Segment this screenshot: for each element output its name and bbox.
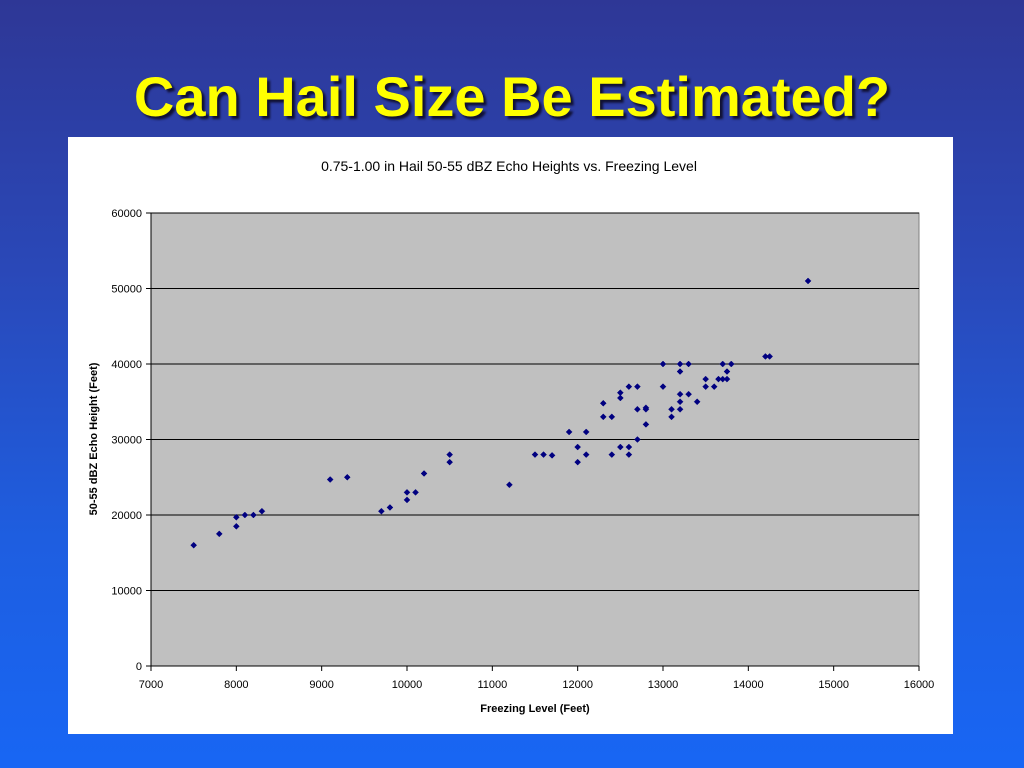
data-point bbox=[676, 368, 684, 375]
y-tick-label: 40000 bbox=[111, 359, 142, 371]
x-tick-label: 11000 bbox=[477, 679, 507, 691]
data-point bbox=[634, 436, 641, 443]
data-point bbox=[215, 530, 223, 538]
data-point bbox=[420, 470, 428, 477]
data-point bbox=[616, 394, 624, 402]
data-point bbox=[326, 476, 334, 483]
data-point bbox=[565, 428, 573, 436]
data-point bbox=[676, 360, 684, 368]
data-point bbox=[582, 428, 590, 436]
x-tick-label: 16000 bbox=[904, 679, 935, 691]
data-point bbox=[403, 496, 411, 504]
y-tick-label: 10000 bbox=[111, 586, 142, 598]
data-point bbox=[412, 488, 419, 496]
data-point bbox=[531, 451, 539, 458]
data-point bbox=[574, 443, 582, 451]
data-point bbox=[599, 413, 607, 421]
data-point bbox=[693, 398, 701, 406]
y-tick-label: 50000 bbox=[111, 284, 142, 296]
data-point bbox=[659, 383, 667, 391]
y-tick-label: 60000 bbox=[111, 208, 142, 220]
data-point bbox=[386, 504, 394, 511]
data-point bbox=[250, 511, 257, 519]
data-point bbox=[616, 389, 624, 397]
data-point bbox=[190, 541, 198, 549]
data-point bbox=[582, 451, 590, 458]
data-point bbox=[676, 390, 684, 398]
data-point bbox=[574, 458, 582, 466]
data-point bbox=[258, 507, 266, 515]
data-point bbox=[723, 368, 731, 375]
data-point bbox=[766, 353, 774, 360]
data-point bbox=[446, 451, 454, 458]
x-axis-label: Freezing Level (Feet) bbox=[480, 703, 590, 715]
data-point bbox=[232, 513, 240, 521]
data-point bbox=[403, 488, 411, 496]
y-tick-label: 20000 bbox=[111, 510, 142, 522]
scatter-chart: 0.75-1.00 in Hail 50-55 dBZ Echo Heights… bbox=[88, 158, 935, 715]
data-point bbox=[634, 383, 641, 391]
data-point bbox=[241, 511, 249, 519]
slide-title: Can Hail Size Be Estimated? bbox=[133, 65, 891, 128]
grid-lines bbox=[151, 212, 919, 591]
data-point bbox=[676, 405, 684, 413]
data-point bbox=[548, 452, 556, 459]
data-point bbox=[343, 473, 351, 481]
data-point bbox=[702, 375, 710, 383]
x-tick-label: 13000 bbox=[648, 679, 679, 691]
x-tick-label: 10000 bbox=[392, 679, 423, 691]
x-tick-label: 8000 bbox=[224, 679, 248, 691]
data-point bbox=[710, 383, 718, 391]
data-point bbox=[540, 451, 547, 458]
data-point bbox=[506, 481, 513, 489]
data-point bbox=[616, 443, 624, 451]
data-point bbox=[723, 375, 731, 383]
y-tick-label: 30000 bbox=[111, 435, 142, 447]
data-point bbox=[625, 451, 633, 458]
data-point bbox=[804, 277, 812, 285]
data-points bbox=[190, 277, 812, 549]
data-point bbox=[608, 413, 616, 421]
x-tick-label: 12000 bbox=[562, 679, 593, 691]
chart-title: 0.75-1.00 in Hail 50-55 dBZ Echo Heights… bbox=[321, 158, 697, 174]
data-point bbox=[659, 360, 667, 368]
chart-panel: 0.75-1.00 in Hail 50-55 dBZ Echo Heights… bbox=[68, 137, 953, 734]
y-axis-ticks: 0 10000 20000 30000 40000 50000 60000 bbox=[111, 208, 151, 673]
data-point bbox=[719, 360, 727, 368]
data-point bbox=[642, 421, 650, 428]
data-point bbox=[378, 507, 385, 515]
data-point bbox=[685, 390, 692, 398]
x-tick-label: 7000 bbox=[139, 679, 163, 691]
data-point bbox=[727, 360, 735, 368]
x-tick-label: 14000 bbox=[733, 679, 764, 691]
data-point bbox=[625, 383, 633, 391]
y-tick-label: 0 bbox=[136, 661, 142, 673]
y-axis-label: 50-55 dBZ Echo Height (Feet) bbox=[88, 362, 100, 515]
data-point bbox=[676, 398, 684, 406]
x-tick-label: 15000 bbox=[818, 679, 849, 691]
data-point bbox=[685, 360, 692, 368]
data-point bbox=[668, 413, 675, 421]
data-point bbox=[608, 451, 616, 458]
data-point bbox=[232, 522, 240, 530]
data-point bbox=[599, 399, 607, 407]
data-point bbox=[642, 404, 650, 412]
data-point bbox=[634, 405, 641, 413]
x-axis-ticks: 7000 8000 9000 10000 11000 12000 13000 14000 150… bbox=[139, 666, 935, 691]
x-tick-label: 9000 bbox=[309, 679, 333, 691]
data-point bbox=[625, 443, 633, 451]
data-point bbox=[446, 458, 454, 466]
data-point bbox=[668, 405, 675, 413]
data-point bbox=[702, 383, 710, 391]
